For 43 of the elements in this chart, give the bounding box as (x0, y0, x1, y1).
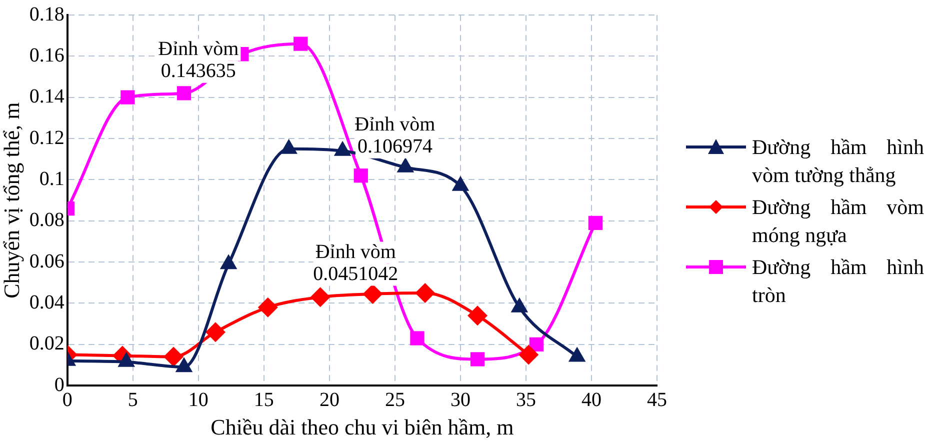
point (176, 86, 192, 100)
point (468, 306, 488, 326)
x-tick-label: 10 (188, 388, 208, 411)
point (415, 282, 436, 303)
point (362, 284, 383, 304)
y-axis-title: Chuyển vị tổng thể, m (0, 102, 24, 298)
point (310, 287, 330, 308)
annotation: Đỉnh vòm 0.143635 (158, 38, 240, 82)
x-tick-label: 35 (516, 388, 536, 411)
point (205, 322, 226, 342)
legend-label: Đường hầm hình vòm tường thẳng (752, 134, 924, 189)
x-tick-label: 15 (254, 388, 274, 411)
x-tick-label: 30 (450, 388, 470, 411)
point (410, 331, 424, 346)
y-tick-label: 0.02 (29, 332, 64, 355)
point (470, 352, 485, 366)
y-tick-label: 0.06 (29, 250, 64, 272)
x-tick-label: 20 (319, 388, 340, 411)
x-tick-label: 5 (128, 388, 138, 411)
x-tick-label: 45 (647, 388, 667, 411)
annotation: Đỉnh vòm 0.0451042 (313, 240, 398, 285)
x-tick-label: 40 (581, 388, 602, 411)
legend-label: Đường hầm vòm móng ngựa (752, 194, 924, 249)
y-tick-label: 0.08 (29, 209, 64, 232)
annotation: Đỉnh vòm 0.106974 (354, 114, 436, 158)
point (518, 344, 539, 365)
y-tick-label: 0.16 (29, 44, 64, 66)
legend-label: Đường hầm hình tròn (752, 254, 924, 309)
y-tick-label: 0.14 (29, 86, 64, 108)
y-tick-label: 0.12 (29, 126, 64, 149)
y-tick-label: 0.18 (29, 3, 64, 26)
point (120, 90, 135, 104)
y-tick-label: 0 (54, 374, 64, 396)
point (164, 346, 184, 367)
y-tick-label: 0.04 (29, 291, 64, 314)
point (258, 297, 278, 318)
point (588, 216, 602, 230)
x-tick-label: 25 (384, 388, 405, 411)
point (354, 168, 368, 183)
point (529, 337, 544, 352)
point (294, 36, 308, 51)
y-tick-label: 0.1 (39, 168, 64, 190)
x-axis-title: Chiều dài theo chu vi biên hầm, m (210, 414, 514, 440)
